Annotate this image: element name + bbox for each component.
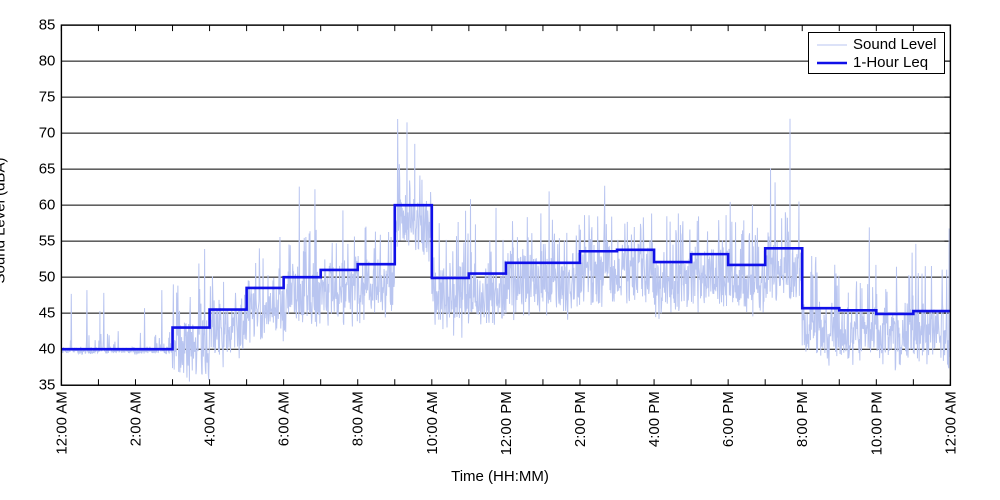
- svg-text:10:00 PM: 10:00 PM: [868, 391, 885, 455]
- svg-text:35: 35: [39, 376, 56, 393]
- svg-text:50: 50: [39, 268, 56, 285]
- svg-text:75: 75: [39, 88, 56, 105]
- svg-text:12:00 PM: 12:00 PM: [498, 391, 515, 455]
- svg-text:85: 85: [39, 16, 56, 33]
- svg-text:6:00 PM: 6:00 PM: [720, 391, 737, 447]
- svg-text:70: 70: [39, 124, 56, 141]
- svg-text:65: 65: [39, 160, 56, 177]
- svg-text:8:00 PM: 8:00 PM: [794, 391, 811, 447]
- svg-text:10:00 AM: 10:00 AM: [424, 391, 441, 454]
- svg-text:2:00 AM: 2:00 AM: [127, 391, 144, 446]
- svg-text:12:00 AM: 12:00 AM: [942, 391, 959, 454]
- svg-text:80: 80: [39, 52, 56, 69]
- svg-text:2:00 PM: 2:00 PM: [572, 391, 589, 447]
- svg-text:12:00 AM: 12:00 AM: [53, 391, 70, 454]
- svg-text:40: 40: [39, 340, 56, 357]
- svg-text:60: 60: [39, 196, 56, 213]
- svg-text:55: 55: [39, 232, 56, 249]
- svg-text:4:00 PM: 4:00 PM: [646, 391, 663, 447]
- svg-text:6:00 AM: 6:00 AM: [276, 391, 293, 446]
- svg-text:8:00 AM: 8:00 AM: [350, 391, 367, 446]
- svg-text:4:00 AM: 4:00 AM: [202, 391, 219, 446]
- svg-text:45: 45: [39, 304, 56, 321]
